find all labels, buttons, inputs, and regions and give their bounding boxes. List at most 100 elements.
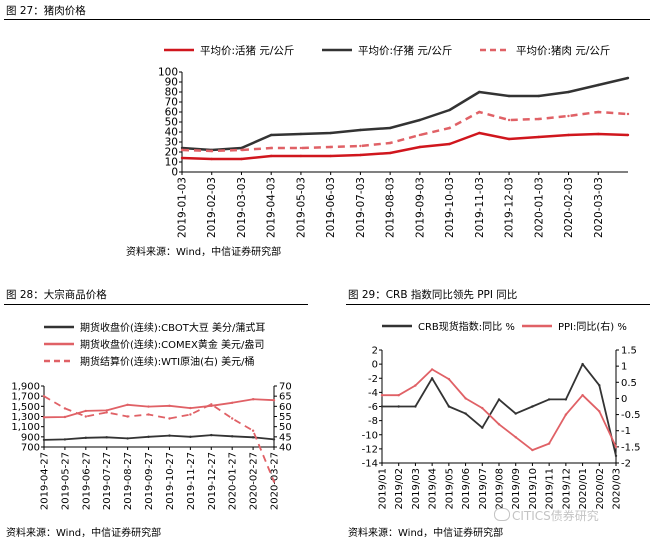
- data-point: [531, 405, 534, 408]
- data-point: [240, 146, 243, 150]
- y-right-tick-label: 70: [279, 382, 292, 393]
- y-tick-label: 30: [165, 137, 178, 149]
- data-point: [329, 131, 332, 135]
- x-tick-label: 2019-09-03: [414, 177, 426, 238]
- data-point: [514, 412, 517, 415]
- x-tick-label: 2019-06-03: [325, 177, 337, 238]
- x-tick-label: 2019-08-27: [123, 452, 134, 510]
- data-point: [626, 133, 630, 137]
- data-point: [481, 426, 484, 429]
- y-tick-label: 0: [171, 167, 178, 179]
- legend-label: 期货结算价(连续):WTI原油(右) 美元/桶: [80, 355, 254, 368]
- data-point: [414, 405, 417, 408]
- data-point: [418, 118, 422, 122]
- data-point: [231, 417, 234, 420]
- x-tick-label: 2020/02: [595, 468, 606, 510]
- data-point: [251, 436, 255, 439]
- y-right-tick-label: 0.5: [621, 378, 637, 389]
- y-tick-label: 90: [165, 77, 178, 89]
- legend-label: 期货收盘价(连续):CBOT大豆 美分/蒲式耳: [80, 321, 265, 334]
- data-point: [359, 153, 362, 157]
- data-point: [430, 368, 434, 371]
- data-point: [210, 403, 213, 406]
- data-point: [189, 406, 192, 410]
- data-point: [581, 394, 584, 397]
- y-tick-label: 1,300: [11, 412, 40, 423]
- data-point: [598, 410, 601, 413]
- x-tick-label: 2020-03-03: [593, 177, 605, 238]
- y-tick-label: 40: [165, 127, 178, 139]
- data-point: [147, 435, 150, 438]
- data-point: [180, 156, 184, 160]
- pork-price-chart: 平均价:活猪 元/公斤 平均价:仔猪 元/公斤 平均价:猪肉 元/公斤 0102030…: [158, 44, 630, 238]
- x-tick-label: 2019-01-03: [177, 177, 189, 238]
- data-point: [507, 94, 511, 98]
- series-line: [181, 131, 629, 161]
- y-tick-label: 10: [165, 157, 178, 169]
- data-point: [272, 399, 276, 402]
- data-point: [189, 435, 192, 438]
- data-point: [105, 409, 108, 412]
- data-point: [507, 137, 511, 141]
- data-point: [464, 412, 467, 415]
- data-point: [397, 394, 400, 397]
- y-right-tick-label: -0.5: [621, 410, 641, 421]
- data-point: [430, 377, 434, 380]
- series-line: [181, 76, 629, 152]
- data-point: [537, 135, 540, 139]
- data-point: [597, 132, 600, 136]
- x-tick-label: 2020/03: [612, 468, 623, 510]
- figure-27-title: 图 27：猪肉价格: [6, 5, 86, 17]
- data-point: [84, 436, 88, 439]
- x-tick-label: 2019-09-27: [144, 452, 155, 510]
- x-tick-label: 2019/08: [495, 468, 506, 510]
- y-right-tick-label: 65: [279, 392, 292, 403]
- data-point: [299, 132, 303, 136]
- x-tick-label: 2019/12: [561, 468, 572, 510]
- y-tick-label: 70: [165, 97, 178, 109]
- x-tick-label: 2019/09: [511, 468, 522, 510]
- data-point: [329, 145, 332, 149]
- figure-28-source: 资料来源：Wind，中信证券研究部: [6, 528, 162, 539]
- data-point: [329, 154, 332, 158]
- x-tick-label: 2019/04: [428, 468, 439, 510]
- data-point: [270, 146, 273, 150]
- data-point: [597, 83, 600, 87]
- figure-27-source: 资料来源：Wind，中信证券研究部: [126, 247, 282, 258]
- data-point: [507, 118, 511, 122]
- data-point: [514, 436, 517, 439]
- y-tick-label: 50: [165, 117, 178, 129]
- y-tick-label: 0: [372, 360, 378, 371]
- data-point: [537, 117, 540, 121]
- x-tick-label: 2019/01: [378, 468, 389, 510]
- data-point: [567, 133, 570, 137]
- y-tick-label: 1,100: [11, 422, 40, 433]
- watermark: CITICS债券研究: [494, 507, 599, 524]
- x-tick-label: 2019-03-03: [236, 177, 248, 238]
- x-tick-label: 2020-02-03: [563, 177, 575, 238]
- data-point: [448, 126, 451, 130]
- figure-29-source: 资料来源：Wind，中信证券研究部: [348, 528, 504, 539]
- data-point: [564, 413, 568, 416]
- data-point: [84, 409, 88, 413]
- data-point: [105, 411, 108, 414]
- y-tick-label: 1,900: [11, 382, 40, 393]
- x-tick-label: 2019-12-27: [207, 452, 218, 510]
- legend-label: 平均价:仔猪 元/公斤: [358, 45, 452, 57]
- data-point: [168, 417, 171, 420]
- data-point: [464, 397, 467, 400]
- y-right-tick-label: 1: [621, 362, 627, 373]
- x-tick-label: 2020-01-03: [533, 177, 545, 238]
- x-tick-label: 2019-05-03: [295, 177, 307, 238]
- y-tick-label: -12: [362, 444, 378, 455]
- data-point: [272, 480, 276, 483]
- data-point: [189, 413, 192, 416]
- legend-label: CRB现货指数:同比 %: [418, 320, 515, 333]
- y-tick-label: -2: [368, 374, 378, 385]
- data-point: [180, 148, 184, 152]
- x-tick-label: 2019-04-03: [266, 177, 278, 238]
- data-point: [42, 416, 46, 419]
- data-point: [478, 110, 481, 114]
- data-point: [359, 128, 362, 132]
- data-point: [272, 438, 276, 441]
